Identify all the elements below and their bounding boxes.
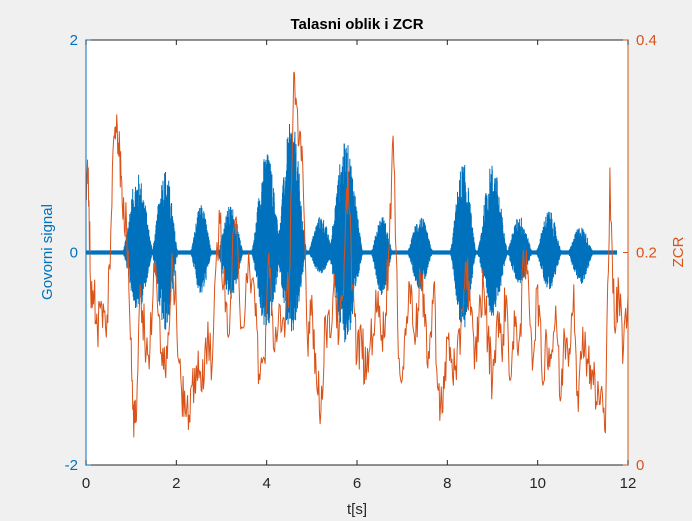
x-tick-label: 10 (529, 475, 546, 492)
x-axis-label: t[s] (347, 501, 367, 518)
chart-title: Talasni oblik i ZCR (290, 16, 423, 33)
left-y-tick-label: -2 (65, 457, 78, 474)
x-tick-label: 4 (262, 475, 270, 492)
right-y-tick-label: 0 (636, 457, 644, 474)
right-y-tick-label: 0.4 (636, 32, 657, 49)
right-y-tick-label: 0.2 (636, 245, 657, 262)
zcr-series (85, 71, 629, 438)
right-y-axis-label: ZCR (670, 236, 687, 267)
left-y-tick-label: 2 (70, 32, 78, 49)
x-tick-label: 6 (353, 475, 361, 492)
x-tick-label: 12 (620, 475, 637, 492)
zcr-line (85, 71, 629, 438)
left-y-tick-label: 0 (70, 245, 78, 262)
left-y-axis-label: Govorni signal (39, 204, 56, 300)
x-tick-label: 8 (443, 475, 451, 492)
x-tick-label: 2 (172, 475, 180, 492)
x-tick-label: 0 (82, 475, 90, 492)
